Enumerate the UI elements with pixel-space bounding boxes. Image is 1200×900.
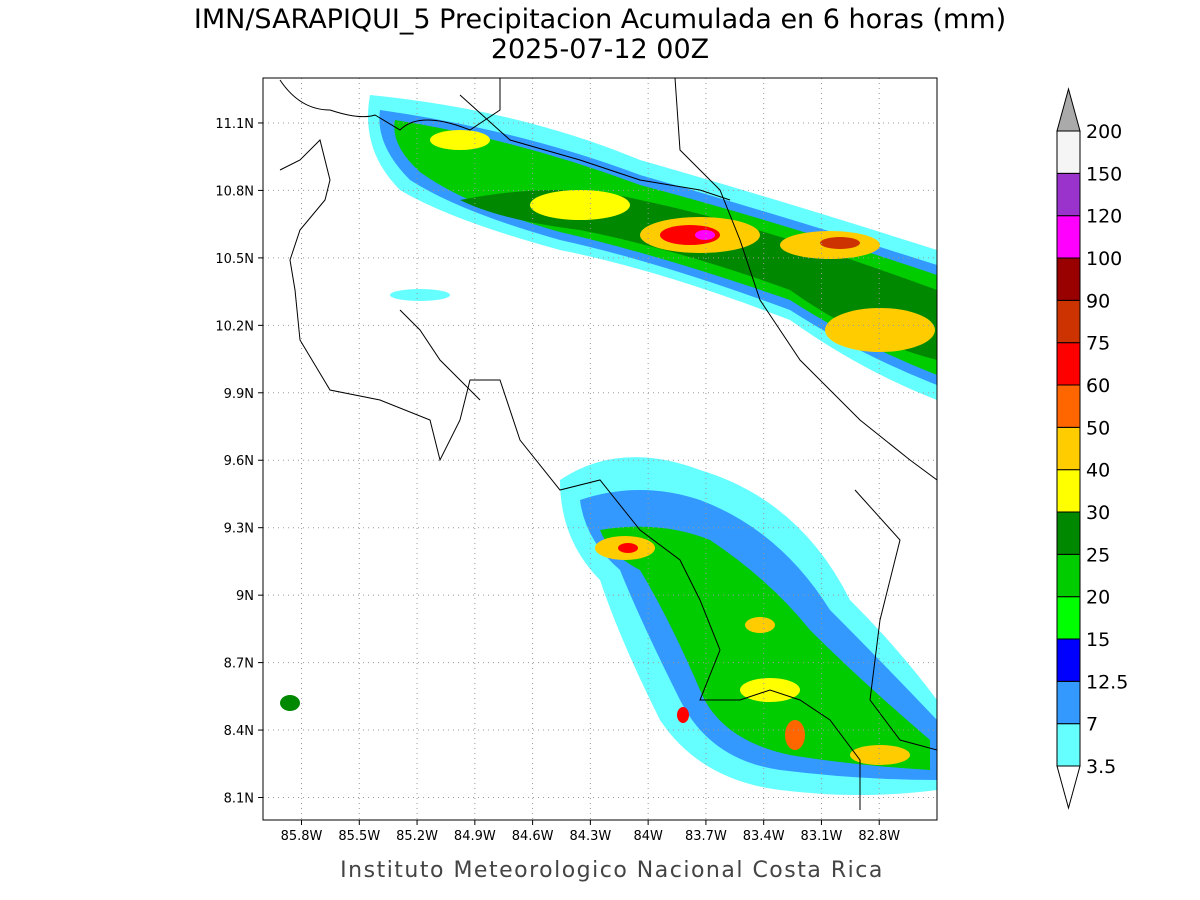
colorbar-swatch [1056, 299, 1081, 344]
colorbar-over [1056, 87, 1081, 132]
x-tick-label: 85.5W [338, 829, 380, 844]
colorbar-label: 7 [1086, 714, 1098, 736]
x-tick-label: 84.3W [569, 829, 611, 844]
y-tick-label: 10.8N [215, 184, 254, 199]
x-tick-label: 84.9W [454, 829, 496, 844]
y-tick-label: 9.6N [224, 454, 254, 469]
colorbar-label: 60 [1086, 375, 1110, 397]
x-tick-label: 85.8W [281, 829, 323, 844]
colorbar-under [1056, 765, 1081, 810]
colorbar-swatch [1056, 172, 1081, 217]
colorbar-label: 20 [1086, 587, 1110, 609]
colorbar-swatch [1056, 257, 1081, 301]
y-tick-label: 9.9N [224, 387, 254, 402]
colorbar-swatch [1056, 384, 1081, 428]
x-tick-label: 85.2W [396, 829, 438, 844]
colorbar-swatch [1056, 723, 1081, 767]
colorbar-swatch [1056, 215, 1081, 259]
map-footer: Instituto Meteorologico Nacional Costa R… [340, 858, 884, 883]
colorbar-label: 120 [1086, 206, 1122, 228]
y-tick-label: 10.5N [215, 252, 254, 267]
colorbar-swatch [1056, 680, 1081, 725]
x-tick-label: 84.6W [512, 829, 554, 844]
precip-field [280, 95, 937, 795]
coastline [279, 78, 937, 810]
colorbar-swatch [1056, 342, 1081, 386]
y-tick-label: 11.1N [215, 117, 254, 132]
y-tick-label: 10.2N [215, 319, 254, 334]
colorbar-swatch [1056, 511, 1081, 555]
map-frame [262, 77, 938, 821]
colorbar-label: 25 [1086, 544, 1110, 566]
colorbar-label: 12.5 [1086, 671, 1128, 693]
y-tick-label: 9.3N [224, 522, 254, 537]
colorbar-swatch [1056, 638, 1081, 682]
x-tick-label: 83.7W [685, 829, 727, 844]
colorbar-swatch [1056, 426, 1081, 471]
x-tick-label: 82.8W [858, 829, 900, 844]
y-tick-label: 8.1N [224, 792, 254, 807]
colorbar-label: 50 [1086, 417, 1110, 439]
x-tick-label: 83.1W [801, 829, 843, 844]
colorbar-swatch [1056, 130, 1081, 174]
y-tick-label: 8.7N [224, 657, 254, 672]
colorbar-label: 40 [1086, 460, 1110, 482]
colorbar-label: 3.5 [1086, 756, 1116, 778]
colorbar-swatch [1056, 596, 1081, 640]
x-tick-label: 83.4W [743, 829, 785, 844]
map-subtitle: 2025-07-12 00Z [491, 34, 709, 65]
x-tick-label: 84W [633, 829, 663, 844]
colorbar-label: 30 [1086, 502, 1110, 524]
colorbar-label: 75 [1086, 333, 1110, 355]
y-tick-label: 8.4N [224, 724, 254, 739]
colorbar-label: 200 [1086, 121, 1122, 143]
y-tick-label: 9N [236, 589, 254, 604]
colorbar-swatch [1056, 553, 1081, 598]
colorbar-label: 150 [1086, 163, 1122, 185]
colorbar-label: 15 [1086, 629, 1110, 651]
colorbar-label: 90 [1086, 290, 1110, 312]
map-title: IMN/SARAPIQUI_5 Precipitacion Acumulada … [194, 4, 1006, 35]
colorbar-swatch [1056, 469, 1081, 513]
colorbar-label: 100 [1086, 248, 1122, 270]
